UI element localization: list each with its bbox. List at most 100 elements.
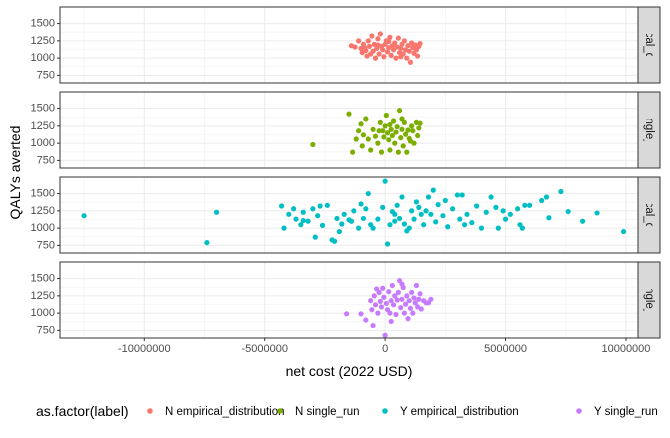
data-point [428,296,434,302]
x-tick-label: 0 [382,343,388,355]
data-point [293,216,299,222]
data-point [416,125,422,131]
data-point [392,140,398,146]
data-point [425,194,432,200]
data-point [380,47,386,53]
data-point [442,197,448,204]
x-tick-label: -10000000 [118,343,171,355]
data-point [411,216,417,222]
facet-panel: N single_run 750 1000 1250 1500 [31,91,661,169]
data-point [374,286,380,292]
data-point [376,128,382,134]
data-point [392,211,398,217]
data-point [377,31,383,37]
data-point [356,128,362,134]
data-point [366,43,373,49]
data-point [381,54,387,60]
data-point [493,204,499,210]
data-point [315,213,321,219]
data-point [543,194,550,200]
facet-strip [637,176,661,254]
data-point [580,218,586,224]
data-point [384,130,391,136]
data-point [402,131,409,137]
data-point [356,225,362,231]
data-point [445,224,451,230]
data-point [358,201,364,207]
data-point [620,228,627,235]
data-point [360,215,367,222]
data-point [387,34,393,41]
data-point [375,140,381,146]
data-point [394,123,400,130]
legend-label: Y single_run [594,406,658,418]
data-point [393,129,399,135]
data-point [370,48,376,54]
data-point [358,311,364,317]
legend-item: Y single_run [576,406,658,418]
data-point [365,38,371,44]
data-point [368,298,374,304]
data-point [388,318,394,325]
data-point [401,310,407,316]
data-point [81,213,87,219]
data-point [386,289,392,295]
y-tick-label: 750 [37,324,55,336]
data-point [394,297,400,303]
data-point [380,128,386,134]
data-point [418,306,424,312]
data-point [356,38,362,44]
facet-strip [637,6,661,84]
data-point [393,311,399,318]
facet-strip [637,261,661,339]
data-point [300,217,306,224]
data-point [594,210,600,216]
data-point [380,285,386,291]
data-point [495,225,501,231]
panel-background [60,262,638,338]
data-point [286,211,292,217]
data-point [454,192,460,198]
data-point [412,300,418,306]
legend-key [147,408,153,414]
facet-panel: Y single_run 750 1000 1250 1500 [31,261,661,339]
data-point [375,36,381,42]
data-point [459,192,465,198]
x-tick-label: 5000000 [484,343,527,355]
data-point [358,121,364,127]
data-point [417,41,423,47]
x-tick-label: -5000000 [241,343,288,355]
data-point [351,208,357,214]
data-point [380,204,386,210]
y-tick-label: 1250 [31,120,55,132]
data-point [368,147,374,153]
data-point [378,304,385,310]
data-point [514,206,521,212]
data-point [392,293,398,299]
data-point [409,208,415,214]
facet-strip-label: N single_run [643,98,655,163]
data-point [363,206,369,212]
data-point [400,143,406,149]
data-point [378,149,385,155]
data-point [204,240,210,246]
data-point [405,316,411,322]
data-point [348,218,355,224]
data-point [387,222,393,228]
y-tick-label: 750 [37,69,55,81]
data-point [372,133,379,139]
data-point [384,49,391,55]
data-point [449,206,456,212]
legend-key [382,408,388,414]
data-point [310,141,316,148]
data-point [375,310,381,316]
data-point [390,302,397,308]
data-point [409,289,415,295]
data-point [369,307,375,313]
data-point [428,211,434,217]
data-point [352,44,358,50]
data-point [401,38,407,44]
data-point [375,216,381,222]
data-point [500,208,506,214]
